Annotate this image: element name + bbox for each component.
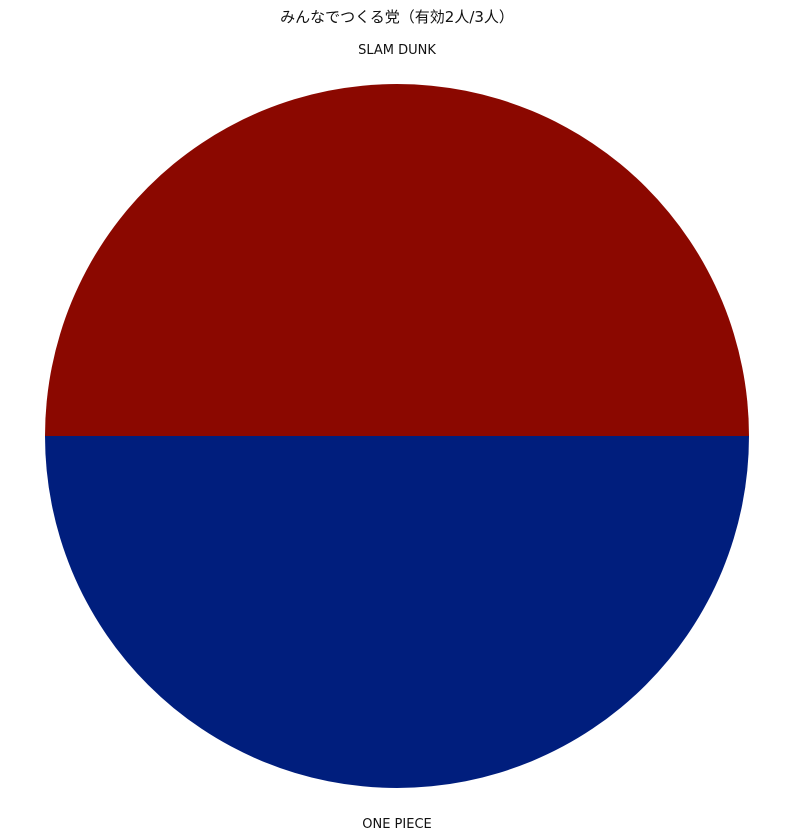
pie-slices — [45, 84, 749, 788]
pie-labels: SLAM DUNK ONE PIECE — [358, 43, 436, 832]
pie-slice-2 — [45, 436, 749, 788]
pie-slice-1 — [45, 84, 749, 436]
pie-slice-label-1: SLAM DUNK — [358, 43, 436, 58]
pie-slice-label-2: ONE PIECE — [362, 817, 431, 832]
chart-title: みんなでつくる党（有効2人/3人） — [280, 8, 514, 26]
